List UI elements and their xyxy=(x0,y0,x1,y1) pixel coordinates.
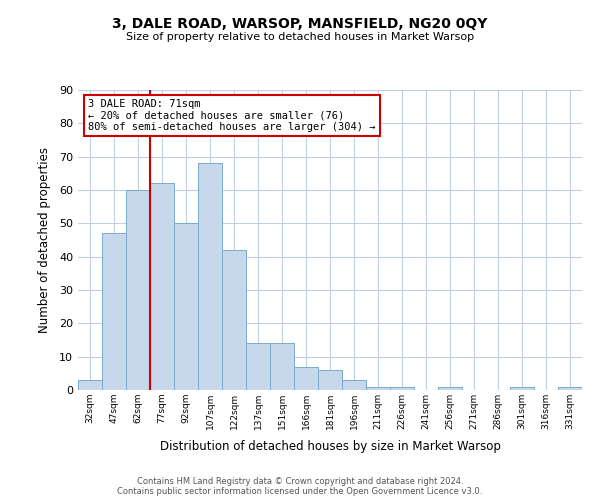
Bar xyxy=(246,344,270,390)
Bar xyxy=(270,344,294,390)
Text: Contains HM Land Registry data © Crown copyright and database right 2024.: Contains HM Land Registry data © Crown c… xyxy=(137,478,463,486)
Bar xyxy=(174,224,198,390)
Bar xyxy=(558,386,582,390)
X-axis label: Distribution of detached houses by size in Market Warsop: Distribution of detached houses by size … xyxy=(160,440,500,454)
Bar xyxy=(222,250,246,390)
Text: 3, DALE ROAD, WARSOP, MANSFIELD, NG20 0QY: 3, DALE ROAD, WARSOP, MANSFIELD, NG20 0Q… xyxy=(112,18,488,32)
Text: Contains public sector information licensed under the Open Government Licence v3: Contains public sector information licen… xyxy=(118,488,482,496)
Bar xyxy=(510,386,534,390)
Y-axis label: Number of detached properties: Number of detached properties xyxy=(38,147,50,333)
Bar xyxy=(438,386,462,390)
Bar xyxy=(318,370,342,390)
Bar xyxy=(342,380,366,390)
Bar xyxy=(294,366,318,390)
Bar xyxy=(78,380,102,390)
Bar xyxy=(366,386,390,390)
Bar xyxy=(102,234,126,390)
Bar xyxy=(126,190,150,390)
Bar xyxy=(390,386,414,390)
Text: Size of property relative to detached houses in Market Warsop: Size of property relative to detached ho… xyxy=(126,32,474,42)
Text: 3 DALE ROAD: 71sqm
← 20% of detached houses are smaller (76)
80% of semi-detache: 3 DALE ROAD: 71sqm ← 20% of detached hou… xyxy=(88,99,376,132)
Bar xyxy=(198,164,222,390)
Bar xyxy=(150,184,174,390)
